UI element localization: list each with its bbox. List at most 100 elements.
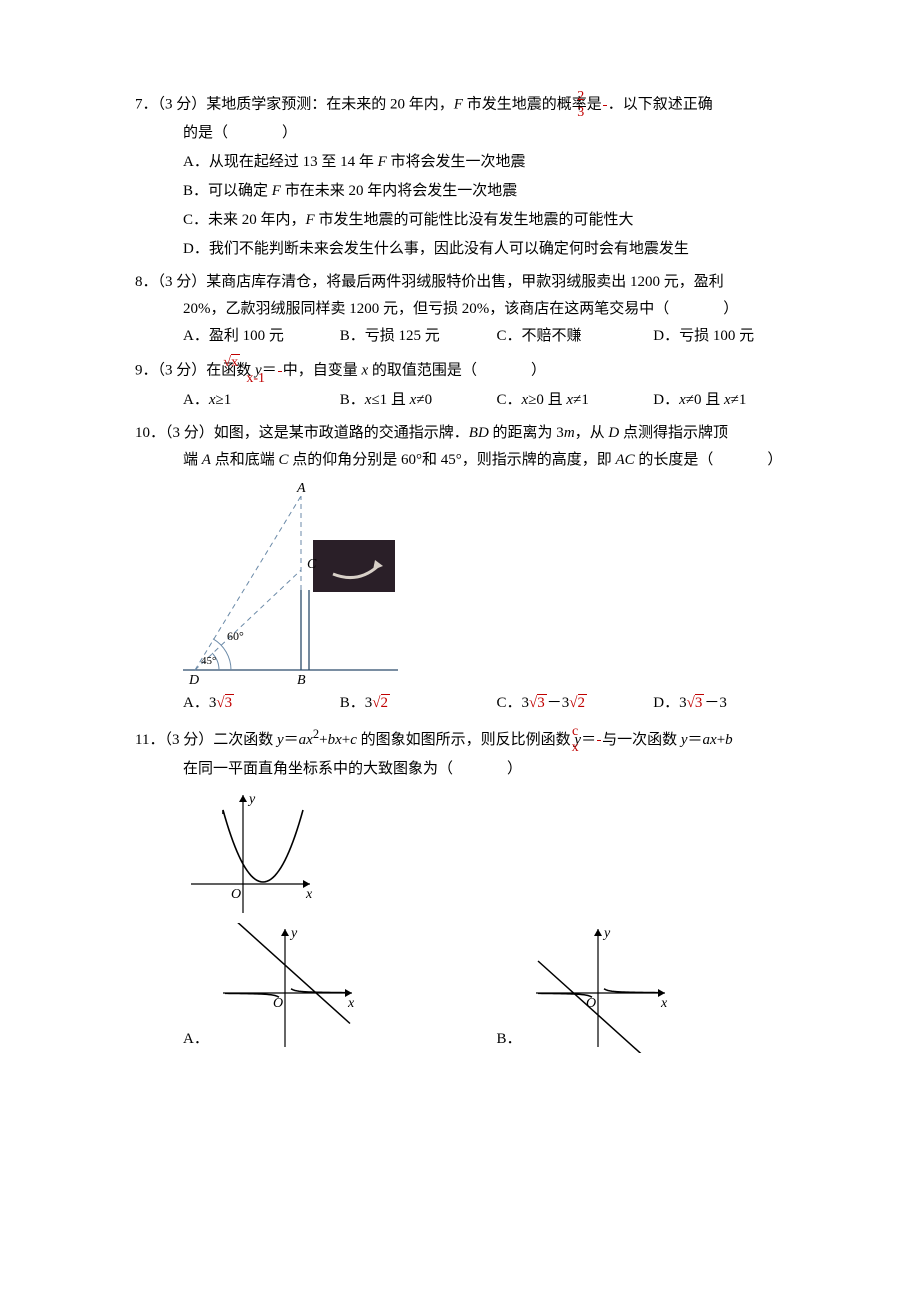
var-x: x [306, 732, 313, 748]
text: 20%，乙款羽绒服同样卖 1200 元，但亏损 20%，该商店在这两笔交易中 [183, 301, 654, 317]
sqrt-2: 2 [569, 690, 587, 717]
q9-stem: 9．（3 分）在函数 y＝xx-1中，自变量 x 的取值范围是（ ） [135, 356, 810, 386]
equals: ＝ [688, 732, 703, 748]
text: ，从 [575, 425, 609, 441]
sqrt-3: 3 [687, 690, 705, 717]
text: ≠1 [731, 392, 747, 408]
text: 点和底端 [211, 452, 279, 468]
option-D: D．33－3 [653, 690, 810, 717]
svg-text:60°: 60° [227, 629, 244, 643]
text: 如图，这是某市政道路的交通指示牌． [214, 425, 469, 441]
answer-paren: （ ） [698, 452, 790, 468]
var-x: x [335, 732, 342, 748]
q-number: 9． [135, 363, 158, 379]
text: 的图象如图所示，则反比例函数 [357, 732, 575, 748]
svg-text:O: O [231, 887, 241, 902]
option-C: C．未来 20 年内，F 市发生地震的可能性比没有发生地震的可能性大 [183, 207, 810, 234]
var-F: F [306, 212, 315, 228]
text: 未来 20 年内， [208, 212, 306, 228]
question-10: 10．（3 分）如图，这是某市政道路的交通指示牌．BD 的距离为 3m，从 D … [135, 420, 810, 717]
radicand: x [231, 354, 240, 370]
text: 可以确定 [208, 183, 272, 199]
option-C: C．33－32 [497, 690, 654, 717]
text: 某商店库存清仓，将最后两件羽绒服特价出售，甲款羽绒服卖出 1200 元，盈利 [206, 274, 724, 290]
option-D: D．亏损 100 元 [653, 323, 810, 350]
frac-num: x [278, 356, 282, 372]
svg-text:45°: 45° [201, 655, 216, 667]
coef: 3 [679, 695, 687, 711]
option-D: D．x≠0 且 x≠1 [653, 387, 810, 414]
option-A: A．x≥1 [183, 387, 340, 414]
opt-label: B． [497, 1026, 522, 1053]
svg-text:x: x [305, 887, 313, 902]
svg-text:A: A [296, 481, 306, 496]
q9-options: A．x≥1 B．x≤1 且 x≠0 C．x≥0 且 x≠1 D．x≠0 且 x≠… [135, 387, 810, 414]
q11-stem: 11．（3 分）二次函数 y＝ax2+bx+c 的图象如图所示，则反比例函数 y… [135, 723, 810, 756]
option-A-graph: Ox y [215, 923, 360, 1053]
equals: ＝ [581, 732, 596, 748]
var-y: y [277, 732, 284, 748]
q7-stem: 7．（3 分）某地质学家预测：在未来的 20 年内，F 市发生地震的概率是23．… [135, 90, 810, 120]
q-number: 11． [135, 732, 164, 748]
q8-stem: 8．（3 分）某商店库存清仓，将最后两件羽绒服特价出售，甲款羽绒服卖出 1200… [135, 269, 810, 296]
answer-paren: （ ） [438, 761, 530, 777]
opt-label: A． [183, 1026, 209, 1053]
answer-paren: （ ） [654, 301, 746, 317]
text: ≥1 [216, 392, 232, 408]
q-points: （3 分） [164, 732, 213, 748]
radicand: 3 [695, 694, 705, 711]
option-C: C．不赔不赚 [497, 323, 654, 350]
q11-stem-cont: 在同一平面直角坐标系中的大致图象为（ ） [135, 756, 810, 783]
text: 的距离为 3 [489, 425, 564, 441]
equals: ＝ [284, 732, 299, 748]
plus: + [717, 732, 725, 748]
text: ≠1 [573, 392, 589, 408]
frac-num: 2 [603, 90, 607, 106]
text: ≠0 且 [686, 392, 724, 408]
text: 市发生地震的可能性比没有发生地震的可能性大 [315, 212, 634, 228]
option-D: D．我们不能判断未来会发生什么事，因此没有人可以确定何时会有地震发生 [183, 236, 810, 263]
q-points: （3 分） [158, 97, 207, 113]
var-x: x [209, 392, 216, 408]
q-number: 8． [135, 274, 158, 290]
text: 的长度是 [635, 452, 699, 468]
question-9: 9．（3 分）在函数 y＝xx-1中，自变量 x 的取值范围是（ ） A．x≥1… [135, 356, 810, 413]
q7-options: A．从现在起经过 13 至 14 年 F 市将会发生一次地震 B．可以确定 F … [135, 149, 810, 263]
option-A: A．33 [183, 690, 340, 717]
svg-text:x: x [347, 996, 355, 1011]
opt-label: C． [497, 695, 522, 711]
text: ≤1 且 [371, 392, 409, 408]
q10-options: A．33 B．32 C．33－32 D．33－3 [135, 690, 810, 717]
option-C: C．x≥0 且 x≠1 [497, 387, 654, 414]
text: 从现在起经过 13 至 14 年 [209, 154, 378, 170]
option-A: A．从现在起经过 13 至 14 年 F 市将会发生一次地震 [183, 149, 810, 176]
svg-text:D: D [188, 673, 199, 686]
minus-3: －3 [704, 695, 727, 711]
svg-text:O: O [273, 996, 283, 1011]
svg-text:B: B [297, 673, 306, 686]
var-F: F [378, 154, 387, 170]
q8-stem-cont: 20%，乙款羽绒服同样卖 1200 元，但亏损 20%，该商店在这两笔交易中（ … [135, 296, 810, 323]
text: 的取值范围是 [368, 363, 462, 379]
svg-text:y: y [247, 792, 256, 807]
option-B: B．亏损 125 元 [340, 323, 497, 350]
text: 端 [183, 452, 202, 468]
option-B: B．x≤1 且 x≠0 [340, 387, 497, 414]
q-points: （3 分） [158, 363, 207, 379]
var-D: D [608, 425, 619, 441]
var-a: a [703, 732, 711, 748]
radicand: 2 [578, 694, 588, 711]
q-number: 7． [135, 97, 158, 113]
opt-label: D． [653, 392, 679, 408]
plus: + [319, 732, 327, 748]
parabola-diagram: Ox y [183, 789, 318, 919]
text: 市在未来 20 年内将会发生一次地震 [281, 183, 517, 199]
var-x: x [710, 732, 717, 748]
text: ≥0 且 [528, 392, 566, 408]
svg-text:y: y [289, 926, 298, 941]
var-AC: AC [615, 452, 634, 468]
sqrt-3: 3 [529, 690, 547, 717]
question-7: 7．（3 分）某地质学家预测：在未来的 20 年内，F 市发生地震的概率是23．… [135, 90, 810, 263]
var-C: C [278, 452, 288, 468]
sqrt-3: 3 [216, 690, 234, 717]
